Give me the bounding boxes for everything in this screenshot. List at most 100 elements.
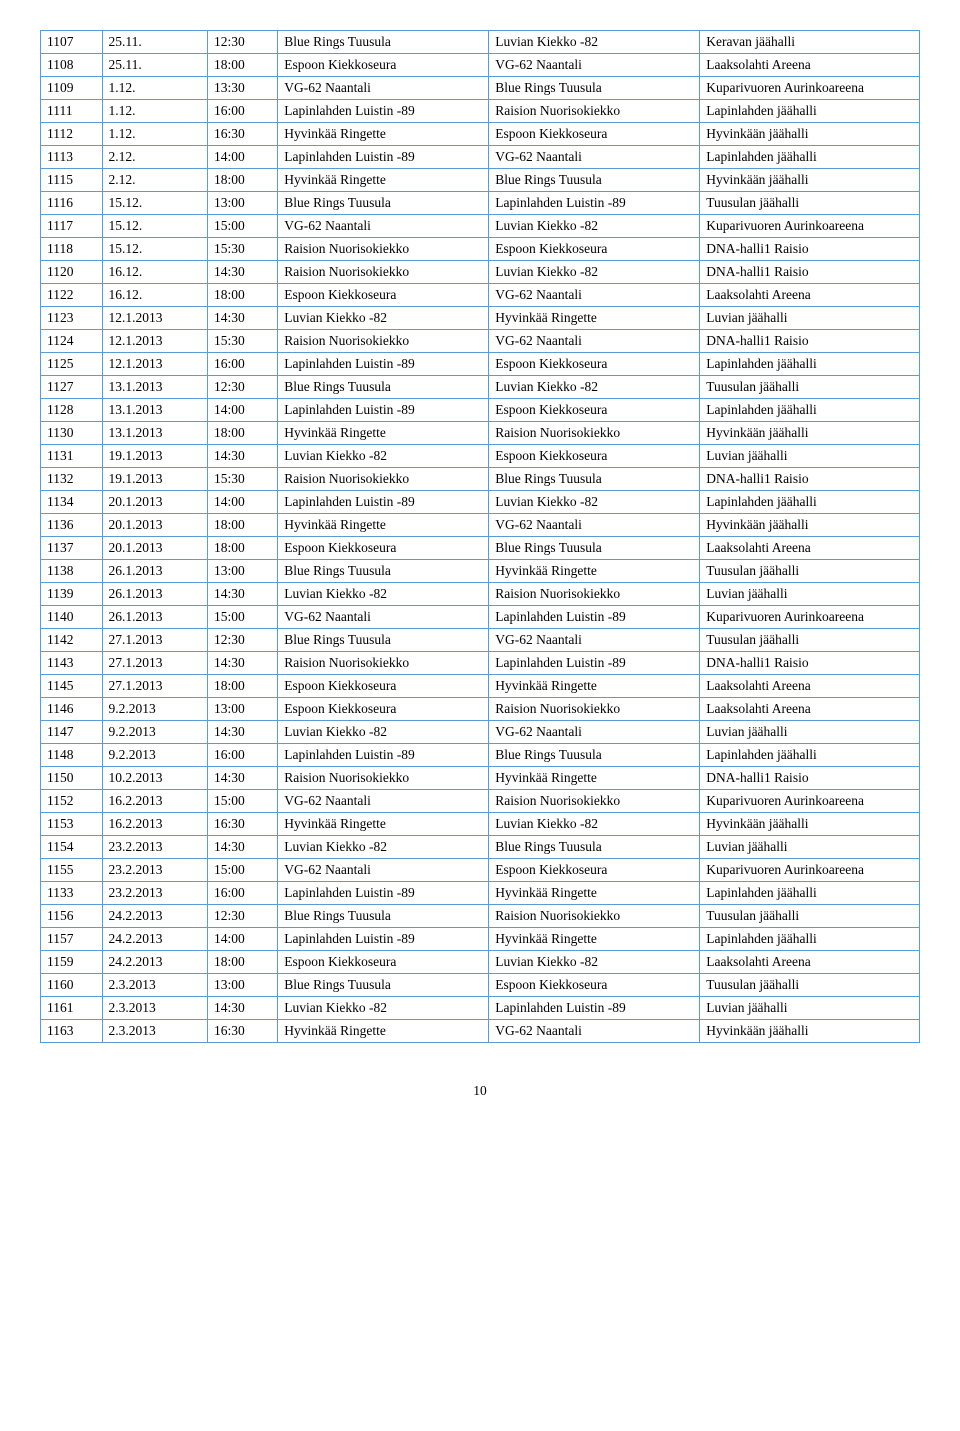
table-cell: 1134 (41, 491, 103, 514)
table-cell: 20.1.2013 (102, 491, 207, 514)
table-cell: Luvian jäähalli (700, 997, 920, 1020)
table-cell: 14:30 (207, 445, 277, 468)
table-cell: 14:30 (207, 261, 277, 284)
table-cell: VG-62 Naantali (489, 284, 700, 307)
table-cell: 1131 (41, 445, 103, 468)
table-row: 11602.3.201313:00Blue Rings TuusulaEspoo… (41, 974, 920, 997)
table-row: 113720.1.201318:00Espoon KiekkoseuraBlue… (41, 537, 920, 560)
table-cell: 14:30 (207, 836, 277, 859)
table-cell: 1146 (41, 698, 103, 721)
table-cell: Luvian Kiekko -82 (489, 215, 700, 238)
table-cell: Kuparivuoren Aurinkoareena (700, 606, 920, 629)
table-cell: 1.12. (102, 123, 207, 146)
table-cell: 14:00 (207, 399, 277, 422)
table-cell: 12.1.2013 (102, 353, 207, 376)
table-cell: 26.1.2013 (102, 583, 207, 606)
table-row: 110725.11.12:30Blue Rings TuusulaLuvian … (41, 31, 920, 54)
table-row: 112312.1.201314:30Luvian Kiekko -82Hyvin… (41, 307, 920, 330)
table-cell: 1.12. (102, 77, 207, 100)
table-cell: Lapinlahden Luistin -89 (278, 744, 489, 767)
table-cell: Lapinlahden Luistin -89 (278, 491, 489, 514)
table-cell: Keravan jäähalli (700, 31, 920, 54)
table-cell: Tuusulan jäähalli (700, 192, 920, 215)
table-cell: Luvian jäähalli (700, 836, 920, 859)
table-cell: 26.1.2013 (102, 606, 207, 629)
table-cell: Kuparivuoren Aurinkoareena (700, 77, 920, 100)
table-cell: 1124 (41, 330, 103, 353)
table-cell: Blue Rings Tuusula (278, 192, 489, 215)
table-cell: Espoon Kiekkoseura (278, 675, 489, 698)
table-cell: Luvian Kiekko -82 (278, 721, 489, 744)
table-row: 113323.2.201316:00Lapinlahden Luistin -8… (41, 882, 920, 905)
table-cell: 10.2.2013 (102, 767, 207, 790)
table-cell: 15:00 (207, 606, 277, 629)
table-cell: Espoon Kiekkoseura (278, 284, 489, 307)
table-cell: Luvian jäähalli (700, 307, 920, 330)
table-cell: 24.2.2013 (102, 905, 207, 928)
table-row: 113119.1.201314:30Luvian Kiekko -82Espoo… (41, 445, 920, 468)
table-cell: 12:30 (207, 376, 277, 399)
table-cell: Lapinlahden Luistin -89 (489, 997, 700, 1020)
table-cell: 27.1.2013 (102, 675, 207, 698)
table-cell: 16:30 (207, 1020, 277, 1043)
table-cell: 25.11. (102, 54, 207, 77)
table-cell: 14:30 (207, 721, 277, 744)
table-cell: 14:00 (207, 928, 277, 951)
table-cell: 1133 (41, 882, 103, 905)
table-cell: 1136 (41, 514, 103, 537)
table-cell: Blue Rings Tuusula (489, 468, 700, 491)
table-cell: 13.1.2013 (102, 376, 207, 399)
table-cell: Lapinlahden Luistin -89 (278, 100, 489, 123)
table-cell: Raision Nuorisokiekko (489, 905, 700, 928)
table-cell: Hyvinkää Ringette (278, 169, 489, 192)
table-cell: 18:00 (207, 169, 277, 192)
table-cell: 15.12. (102, 192, 207, 215)
table-cell: Blue Rings Tuusula (278, 560, 489, 583)
table-cell: Lapinlahden jäähalli (700, 744, 920, 767)
table-cell: 13.1.2013 (102, 422, 207, 445)
table-cell: 23.2.2013 (102, 859, 207, 882)
table-cell: 13.1.2013 (102, 399, 207, 422)
table-cell: Laaksolahti Areena (700, 951, 920, 974)
table-cell: 20.1.2013 (102, 514, 207, 537)
table-cell: 16.12. (102, 284, 207, 307)
table-cell: 15:00 (207, 790, 277, 813)
table-row: 115010.2.201314:30Raision NuorisokiekkoH… (41, 767, 920, 790)
table-cell: VG-62 Naantali (489, 629, 700, 652)
table-cell: Lapinlahden Luistin -89 (489, 652, 700, 675)
table-cell: 1138 (41, 560, 103, 583)
table-cell: Laaksolahti Areena (700, 54, 920, 77)
table-cell: DNA-halli1 Raisio (700, 767, 920, 790)
table-cell: 1157 (41, 928, 103, 951)
table-cell: Hyvinkää Ringette (278, 514, 489, 537)
table-cell: Hyvinkää Ringette (489, 675, 700, 698)
page-number: 10 (40, 1083, 920, 1099)
table-cell: Raision Nuorisokiekko (489, 100, 700, 123)
table-cell: 14:30 (207, 997, 277, 1020)
table-cell: 1.12. (102, 100, 207, 123)
table-cell: 1137 (41, 537, 103, 560)
table-row: 114026.1.201315:00VG-62 NaantaliLapinlah… (41, 606, 920, 629)
table-cell: Hyvinkää Ringette (278, 422, 489, 445)
table-cell: Lapinlahden Luistin -89 (278, 882, 489, 905)
table-cell: DNA-halli1 Raisio (700, 330, 920, 353)
table-cell: 2.3.2013 (102, 997, 207, 1020)
table-row: 113620.1.201318:00Hyvinkää RingetteVG-62… (41, 514, 920, 537)
table-cell: 15:30 (207, 238, 277, 261)
table-cell: 12:30 (207, 629, 277, 652)
table-cell: VG-62 Naantali (278, 215, 489, 238)
table-row: 112016.12.14:30Raision NuorisokiekkoLuvi… (41, 261, 920, 284)
table-cell: VG-62 Naantali (489, 514, 700, 537)
table-cell: 13:00 (207, 560, 277, 583)
table-row: 115924.2.201318:00Espoon KiekkoseuraLuvi… (41, 951, 920, 974)
table-cell: 1139 (41, 583, 103, 606)
table-row: 110825.11.18:00Espoon KiekkoseuraVG-62 N… (41, 54, 920, 77)
table-row: 11111.12.16:00Lapinlahden Luistin -89Rai… (41, 100, 920, 123)
table-cell: 16.2.2013 (102, 790, 207, 813)
table-cell: Tuusulan jäähalli (700, 974, 920, 997)
table-row: 11091.12.13:30VG-62 NaantaliBlue Rings T… (41, 77, 920, 100)
table-cell: 1150 (41, 767, 103, 790)
table-cell: 14:30 (207, 307, 277, 330)
table-cell: 18:00 (207, 422, 277, 445)
table-cell: 16:00 (207, 100, 277, 123)
